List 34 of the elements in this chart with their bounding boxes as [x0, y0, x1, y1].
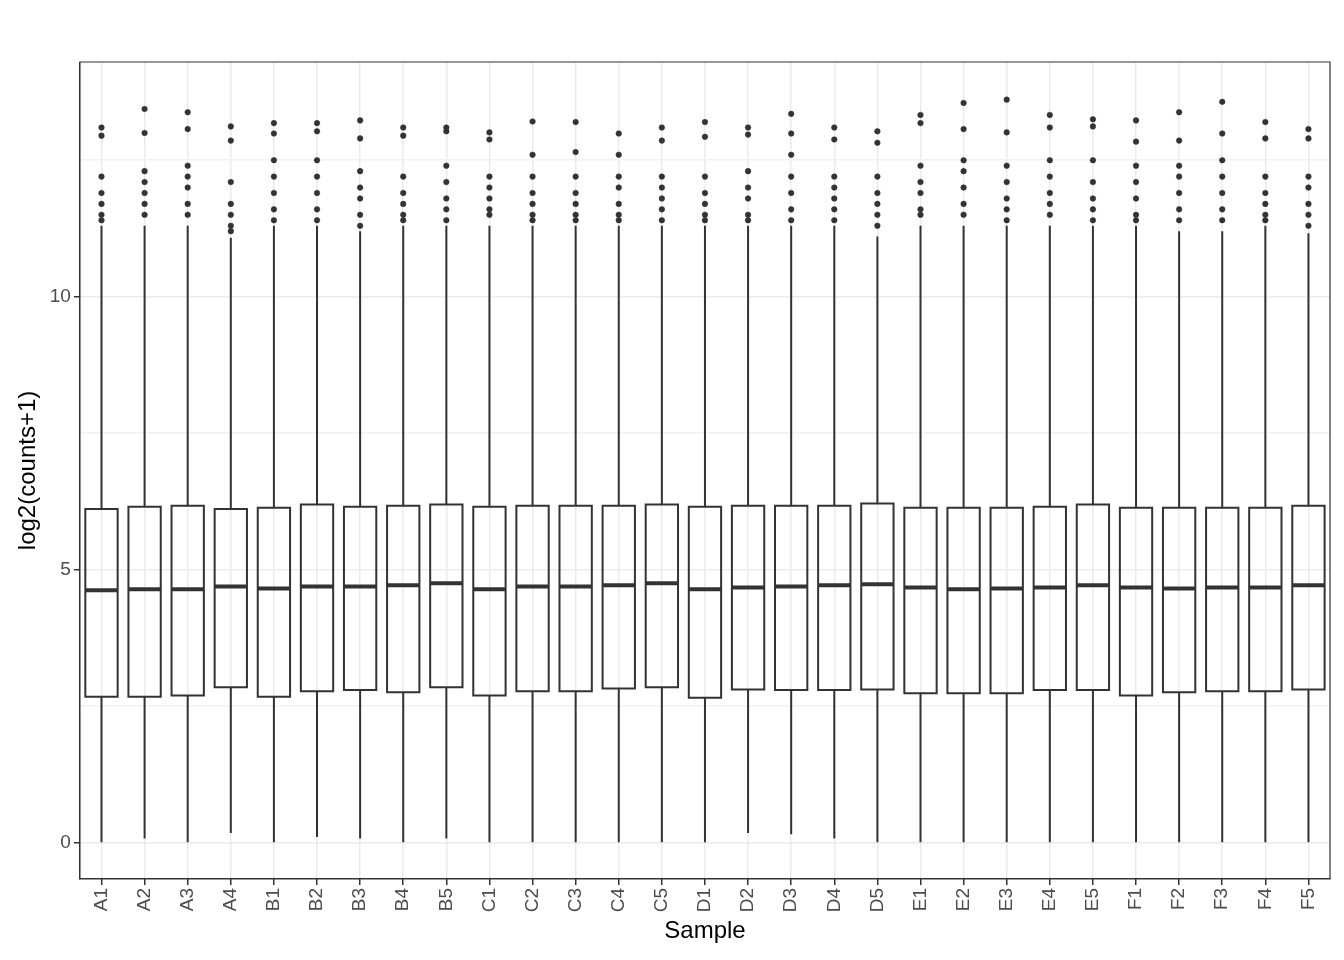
x-tick-label: C4 [606, 887, 628, 913]
x-tick-label: E4 [1038, 887, 1060, 912]
x-tick-label: C1 [477, 887, 499, 913]
x-tick-label: D3 [779, 887, 801, 913]
x-tick-label: F1 [1124, 887, 1146, 911]
x-tick-label: B5 [434, 887, 456, 912]
x-tick-label: E5 [1081, 887, 1103, 912]
y-tick-label: 5 [60, 557, 71, 579]
x-tick-label: C2 [520, 887, 542, 913]
y-axis-title: log2(counts+1) [13, 390, 41, 551]
y-tick-label: 0 [60, 830, 71, 852]
x-tick-label: A4 [219, 887, 241, 912]
x-tick-label: E3 [994, 887, 1016, 912]
x-tick-label: C3 [563, 887, 585, 913]
y-tick-label: 10 [49, 284, 71, 306]
x-tick-label: D4 [822, 887, 844, 913]
x-tick-label: E2 [951, 887, 973, 912]
x-tick-label: B4 [391, 887, 413, 912]
x-tick-label: F4 [1253, 887, 1275, 911]
x-tick-label: B3 [348, 887, 370, 912]
x-tick-label: A2 [132, 887, 154, 912]
x-tick-label: C5 [650, 887, 672, 913]
x-tick-label: D5 [865, 887, 887, 913]
x-tick-label: F2 [1167, 887, 1189, 911]
x-tick-label: A1 [89, 887, 111, 912]
x-tick-label: F3 [1210, 887, 1232, 911]
x-tick-label: A3 [175, 887, 197, 912]
x-tick-label: B1 [262, 887, 284, 912]
x-tick-label: E1 [908, 887, 930, 912]
x-axis-title: Sample [664, 916, 746, 944]
x-tick-label: F5 [1296, 887, 1318, 911]
x-tick-label: D2 [736, 887, 758, 913]
x-tick-label: D1 [693, 887, 715, 913]
x-tick-label: B2 [305, 887, 327, 912]
